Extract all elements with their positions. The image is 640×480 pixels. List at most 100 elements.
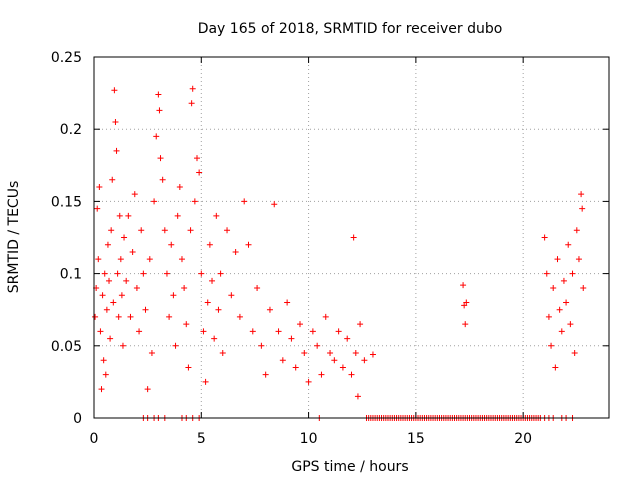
data-point [279,357,286,364]
data-point [284,299,291,306]
data-point [163,270,170,277]
data-point [115,313,122,320]
data-point [100,357,107,364]
data-point [113,147,120,154]
data-point [563,299,570,306]
chart-title: Day 165 of 2018, SRMTID for receiver dub… [198,21,503,37]
data-point [189,85,196,92]
tick-labels: 0 5 10 15 20 0 0.05 0.1 0.15 0.2 0.25 [51,50,532,447]
data-point [548,342,555,349]
data-point [140,270,147,277]
data-point [254,285,261,292]
data-point [249,328,256,335]
data-point [462,321,469,328]
data-point [111,87,118,94]
data-point [200,328,207,335]
data-point [275,328,282,335]
data-point [578,191,585,198]
data-point [104,241,111,248]
data-point [153,133,160,140]
data-point [99,292,106,299]
data-point [159,176,166,183]
data-point [117,256,124,263]
data-point [297,321,303,328]
data-point [292,364,299,371]
data-point [224,227,231,234]
data-point [327,350,334,357]
data-point [331,357,338,364]
data-point [241,198,248,205]
data-point [176,183,183,190]
data-point [125,212,132,219]
data-point [554,256,561,263]
data-point [301,350,308,357]
data-point [127,313,134,320]
data-point [196,169,203,176]
data-point [101,270,108,277]
data-point [178,256,185,263]
data-point [116,212,123,219]
data-point [569,270,576,277]
data-point [185,364,192,371]
data-point [322,313,329,320]
data-point [114,270,121,277]
data-point [262,371,269,378]
data-point [567,321,574,328]
data-point [168,241,175,248]
data-point [142,306,149,313]
data-point [123,277,130,284]
data-point [102,371,109,378]
y-tick-label: 0.15 [51,194,82,210]
x-tick-label: 5 [197,431,206,447]
data-point [352,350,359,357]
plot-frame [93,56,610,419]
data-point [213,212,220,219]
data-point [144,386,151,393]
data-point [191,198,198,205]
data-point [206,241,213,248]
data-point [204,299,211,306]
data-point [580,285,587,292]
data-point [157,155,164,162]
data-point [96,183,103,190]
data-point [92,313,99,320]
data-point [107,335,114,342]
data-point [543,270,550,277]
data-point [318,371,325,378]
data-point [361,357,368,364]
data-point [106,277,113,284]
data-point [133,285,140,292]
axis-ticks [93,56,609,419]
data-point [232,248,239,255]
x-tick-label: 20 [514,431,532,447]
data-point [545,313,552,320]
data-point [148,350,155,357]
data-point [109,176,116,183]
data-point [98,386,105,393]
data-point [181,285,188,292]
data-point [170,292,177,299]
y-axis-label: SRMTID / TECUs [6,181,22,294]
data-point [97,328,104,335]
data-point [129,248,136,255]
data-point [119,342,126,349]
data-point [339,364,346,371]
data-point [156,107,163,114]
data-point [112,118,119,125]
data-point [219,350,226,357]
data-point [202,378,209,385]
data-point [558,328,565,335]
data-point [121,234,128,241]
data-point [354,393,361,400]
data-point [348,371,355,378]
data-point [565,241,572,248]
data-point [541,234,548,241]
data-point [166,313,173,320]
data-point [560,277,567,284]
data-point [151,198,158,205]
data-point [155,91,162,98]
x-tick-label: 10 [300,431,318,447]
data-point [161,227,168,234]
data-point [136,328,143,335]
